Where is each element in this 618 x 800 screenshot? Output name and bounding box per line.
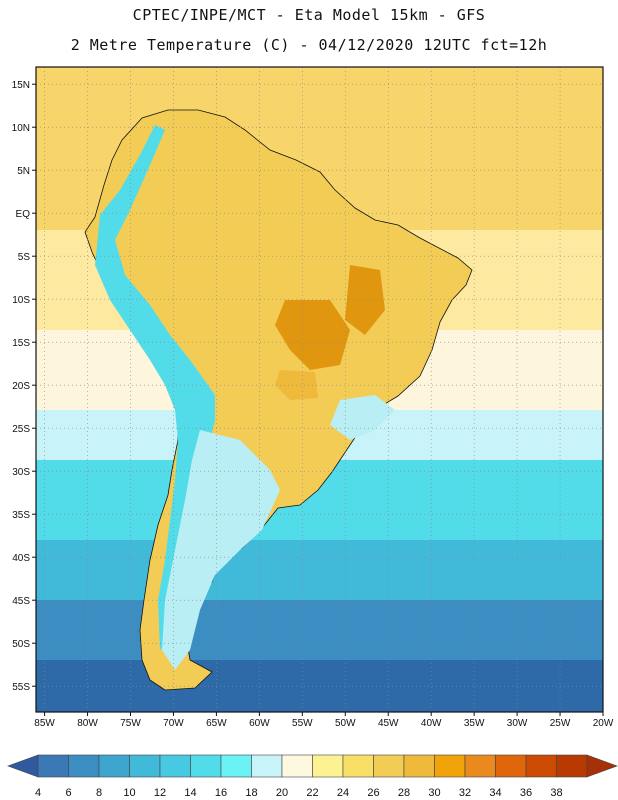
colorbar-tick-label: 16 <box>215 787 227 799</box>
map-area <box>36 67 603 712</box>
lon-label: 25W <box>550 718 571 729</box>
ocean-band-7 <box>36 660 603 712</box>
lat-label: 30S <box>12 467 30 478</box>
lat-label: 25S <box>12 424 30 435</box>
lat-label: EQ <box>16 209 31 220</box>
lat-label: 5N <box>17 166 30 177</box>
lat-label: 5S <box>18 252 31 263</box>
colorbar-tick-label: 20 <box>276 787 288 799</box>
colorbar-tick-label: 26 <box>367 787 379 799</box>
colorbar-tick-label: 18 <box>245 787 257 799</box>
colorbar-high-arrow <box>586 754 618 778</box>
colorbar-swatch <box>98 754 130 778</box>
colorbar-tick-label: 14 <box>184 787 196 799</box>
lat-label: 10N <box>12 123 30 134</box>
colorbar-swatch <box>342 754 374 778</box>
lat-label: 10S <box>12 295 30 306</box>
colorbar: 4 6 8 10 12 14 16 18 20 22 24 26 28 30 32 34 36 38 <box>7 754 618 799</box>
lon-label: 40W <box>421 718 442 729</box>
colorbar-swatch <box>556 754 588 778</box>
colorbar-tick-label: 28 <box>398 787 410 799</box>
colorbar-tick-label: 32 <box>459 787 471 799</box>
colorbar-tick-label: 24 <box>337 787 349 799</box>
colorbar-tick-label: 30 <box>428 787 440 799</box>
lon-label: 65W <box>206 718 227 729</box>
lon-label: 70W <box>163 718 184 729</box>
colorbar-swatch <box>159 754 191 778</box>
lon-label: 55W <box>292 718 313 729</box>
colorbar-tick-label: 12 <box>154 787 166 799</box>
lon-label: 35W <box>464 718 485 729</box>
colorbar-tick-label: 10 <box>123 787 135 799</box>
colorbar-swatch <box>495 754 527 778</box>
colorbar-swatch <box>190 754 222 778</box>
chart-title-line2: 2 Metre Temperature (C) - 04/12/2020 12U… <box>70 36 548 54</box>
northeast-brazil-hot-region <box>345 265 385 335</box>
lat-label: 55S <box>12 682 30 693</box>
colorbar-swatch <box>68 754 100 778</box>
colorbar-swatch <box>220 754 252 778</box>
lat-label: 35S <box>12 510 30 521</box>
colorbar-swatch <box>525 754 557 778</box>
lat-label: 15N <box>12 80 30 91</box>
lon-label: 20W <box>593 718 614 729</box>
colorbar-swatch <box>281 754 313 778</box>
lat-label: 50S <box>12 639 30 650</box>
colorbar-swatch <box>312 754 344 778</box>
colorbar-swatch <box>403 754 435 778</box>
colorbar-tick-label: 6 <box>65 787 71 799</box>
lon-label: 45W <box>378 718 399 729</box>
lon-label: 60W <box>249 718 270 729</box>
colorbar-swatch <box>434 754 466 778</box>
central-brazil-hot-region <box>275 300 350 370</box>
colorbar-swatch <box>373 754 405 778</box>
lat-label: 20S <box>12 381 30 392</box>
colorbar-swatch <box>129 754 161 778</box>
southeast-brazil-cool-patch <box>330 395 395 440</box>
colorbar-tick-label: 38 <box>550 787 562 799</box>
longitude-labels: 85W 80W 75W 70W 65W 60W 55W 50W 45W 40W 35W 30W 25W 2… <box>34 712 614 729</box>
lon-label: 85W <box>34 718 55 729</box>
colorbar-swatch <box>37 754 69 778</box>
graticule <box>36 67 603 712</box>
ocean-band-5 <box>36 540 603 600</box>
lon-label: 75W <box>120 718 141 729</box>
colorbar-tick-label: 8 <box>96 787 102 799</box>
lat-label: 40S <box>12 553 30 564</box>
lat-label: 15S <box>12 338 30 349</box>
colorbar-tick-label: 36 <box>520 787 532 799</box>
map-frame <box>35 66 604 713</box>
southern-cone-cool-region <box>162 430 280 670</box>
colorbar-tick-label: 34 <box>489 787 501 799</box>
chart-title-line1: CPTEC/INPE/MCT - Eta Model 15km - GFS <box>132 6 486 24</box>
lon-label: 50W <box>335 718 356 729</box>
colorbar-tick-label: 22 <box>306 787 318 799</box>
colorbar-swatch <box>251 754 283 778</box>
lon-label: 30W <box>507 718 528 729</box>
colorbar-tick-label: 4 <box>35 787 41 799</box>
colorbar-low-arrow <box>7 754 39 778</box>
lat-label: 45S <box>12 596 30 607</box>
colorbar-swatch <box>464 754 496 778</box>
lon-label: 80W <box>77 718 98 729</box>
ocean-band-6 <box>36 600 603 660</box>
latitude-labels: 15N 10N 5N EQ 5S 10S 15S 20S 25S 30S 35S 40S 45S 50S 5… <box>12 80 36 693</box>
amazon-region <box>150 130 420 300</box>
